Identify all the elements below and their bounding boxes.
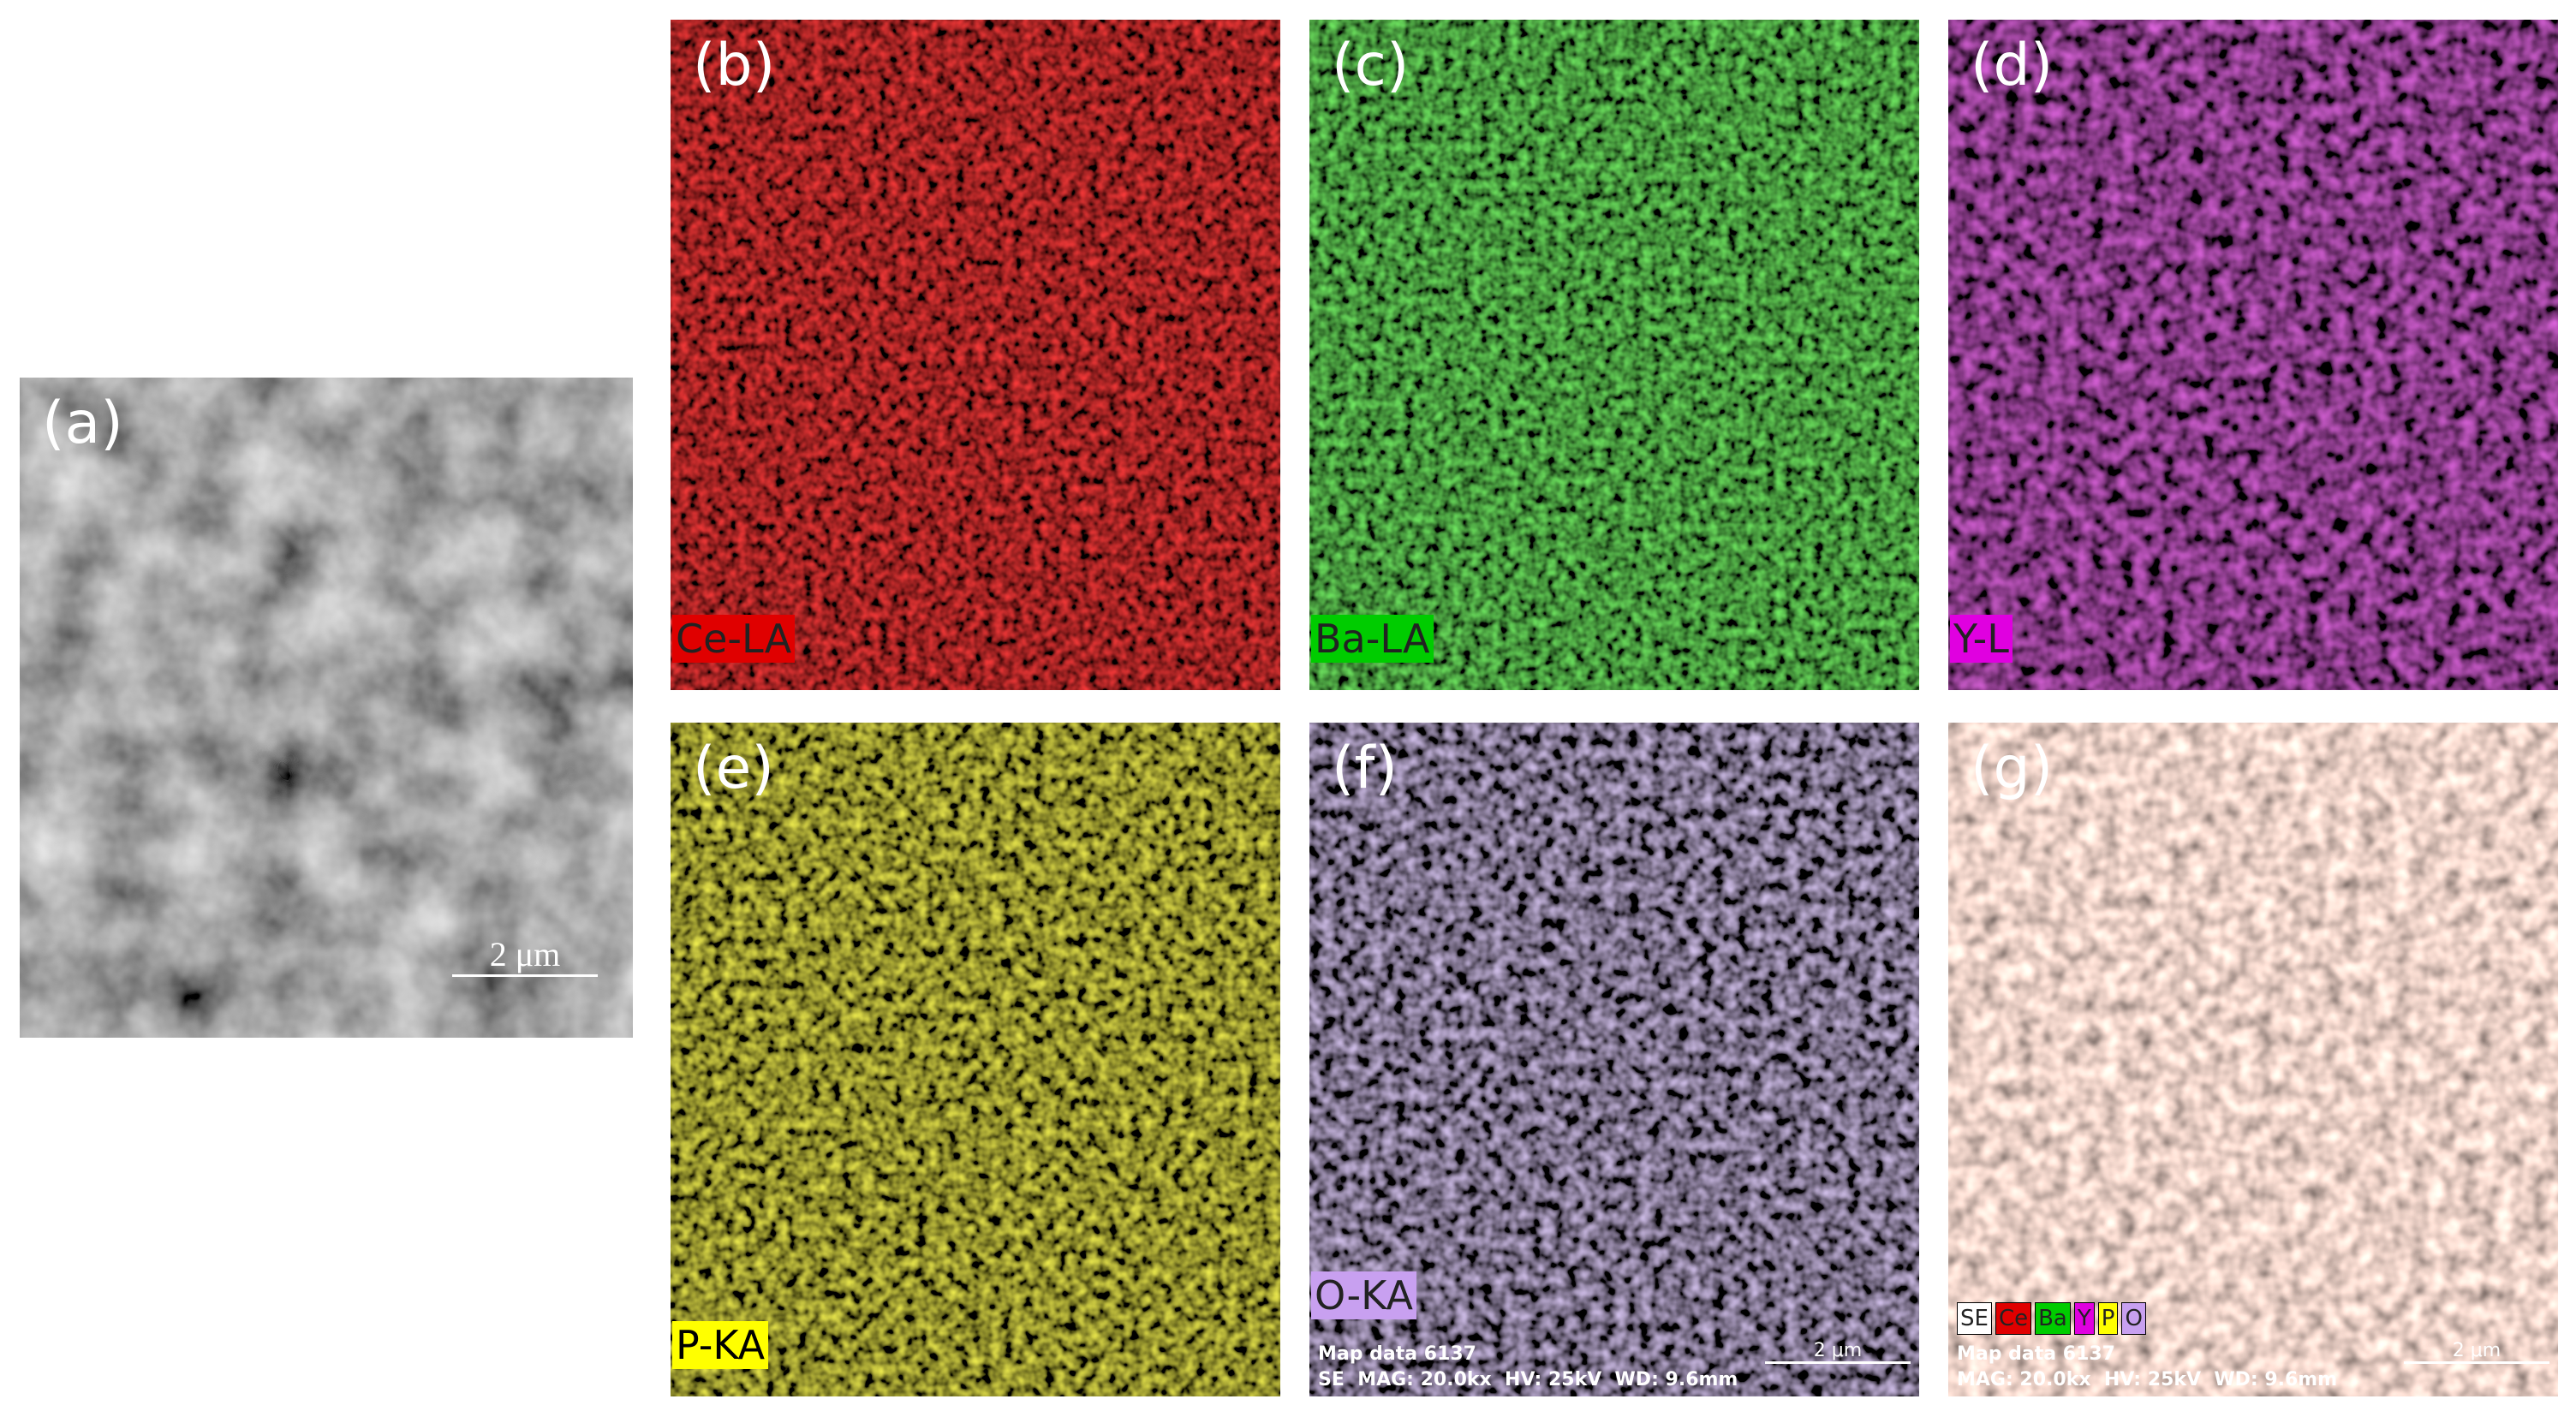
legend-entry: Ce xyxy=(1995,1302,2032,1335)
panel-label: (b) xyxy=(693,32,776,99)
image-panel: (c) Ba-LA xyxy=(1309,20,1919,690)
element-tag: Ba-LA xyxy=(1311,615,1434,663)
element-tag: Y-L xyxy=(1950,615,2012,663)
panel-label: (a) xyxy=(42,390,123,457)
legend-entry: Y xyxy=(2073,1302,2095,1335)
legend-entry: O xyxy=(2121,1302,2146,1335)
legend-entry: Ba xyxy=(2035,1302,2071,1335)
scale-bar-text: 2 μm xyxy=(489,935,561,973)
scale-bar-text: 2 μm xyxy=(2452,1340,2501,1361)
micrograph xyxy=(671,20,1280,690)
micrograph xyxy=(1948,20,2558,690)
legend: SE Ce Ba Y P O xyxy=(1957,1302,2146,1335)
image-panel: (g) SE Ce Ba Y P O Map data 6137 MAG: 20.0kx HV:… xyxy=(1948,723,2558,1396)
scale-bar: 2 μm xyxy=(452,934,598,977)
info-block: Map data 6137 SE MAG: 20.0kx HV: 25kV WD:… xyxy=(1318,1342,1738,1393)
scale-bar-line xyxy=(2404,1361,2549,1364)
info-line: Map data 6137 xyxy=(1957,1343,2115,1365)
image-panel: (f) O-KA Map data 6137 SE MAG: 20.0kx HV: 2… xyxy=(1309,723,1919,1396)
micrograph xyxy=(671,723,1280,1396)
image-panel: (b) Ce-LA xyxy=(671,20,1280,690)
panel-label: (d) xyxy=(1971,32,2054,99)
scale-bar-line xyxy=(1765,1361,1911,1364)
info-line: MAG: 20.0kx HV: 25kV WD: 9.6mm xyxy=(1957,1369,2338,1390)
info-line: Map data 6137 xyxy=(1318,1343,1476,1365)
panel-label: (e) xyxy=(693,735,774,802)
element-tag: Ce-LA xyxy=(672,615,796,663)
image-panel: (d) Y-L xyxy=(1948,20,2558,690)
image-panel: (a) 2 μm xyxy=(20,378,633,1038)
scale-bar: 2 μm xyxy=(1765,1340,1911,1364)
scale-bar-line xyxy=(452,974,598,977)
legend-entry: P xyxy=(2097,1302,2119,1335)
panel-label: (g) xyxy=(1971,735,2054,802)
image-panel: (e) P-KA xyxy=(671,723,1280,1396)
info-block: Map data 6137 MAG: 20.0kx HV: 25kV WD: 9.… xyxy=(1957,1342,2337,1393)
scale-bar-text: 2 μm xyxy=(1813,1340,1863,1361)
micrograph xyxy=(1309,20,1919,690)
info-line: SE MAG: 20.0kx HV: 25kV WD: 9.6mm xyxy=(1318,1369,1738,1390)
micrograph xyxy=(20,378,633,1038)
panel-label: (f) xyxy=(1332,735,1398,802)
legend-entry: SE xyxy=(1957,1302,1992,1335)
panel-label: (c) xyxy=(1332,32,1410,99)
element-tag: P-KA xyxy=(672,1321,769,1369)
element-tag: O-KA xyxy=(1311,1271,1416,1319)
micrograph xyxy=(1948,723,2558,1396)
scale-bar: 2 μm xyxy=(2404,1340,2549,1364)
